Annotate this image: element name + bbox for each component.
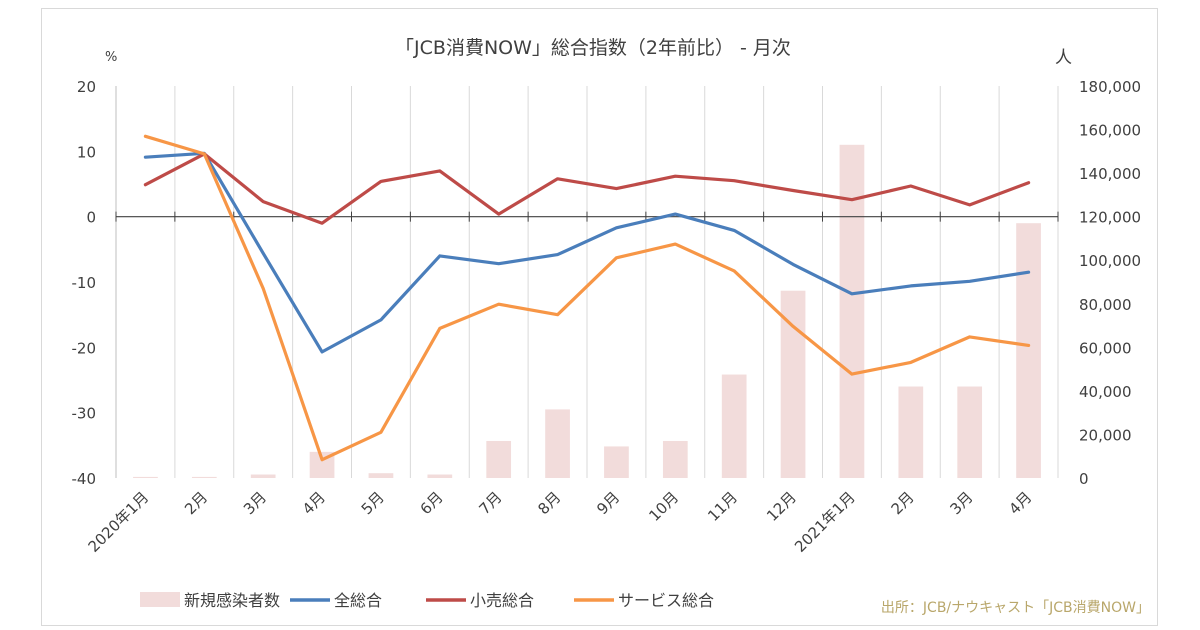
bar-new-cases xyxy=(191,476,217,478)
source-note: 出所：JCB/ナウキャスト「JCB消費NOW」 xyxy=(881,600,1150,616)
bar-new-cases xyxy=(721,374,747,478)
right-axis-unit: 人 xyxy=(1055,48,1072,68)
x-axis-tick-label: 5月 xyxy=(358,488,388,518)
bar-new-cases xyxy=(250,474,276,478)
x-axis-tick-label: 10月 xyxy=(645,488,682,525)
right-axis-tick-label: 100,000 xyxy=(1079,252,1141,270)
legend-label: 小売総合 xyxy=(470,591,534,610)
series-line-サービス総合 xyxy=(143,134,1031,462)
series-line-全総合 xyxy=(143,151,1031,354)
x-axis-tick-label: 2月 xyxy=(888,488,918,518)
bar-new-cases xyxy=(486,440,512,478)
x-axis-tick-label: 3月 xyxy=(240,488,270,518)
left-axis-tick-label: 0 xyxy=(86,209,96,227)
bar-new-cases xyxy=(898,386,924,478)
x-axis-tick-label: 2021年1月 xyxy=(791,488,859,556)
left-axis-tick-label: 20 xyxy=(77,78,96,96)
left-axis-tick-label: -30 xyxy=(72,405,97,423)
legend-swatch xyxy=(140,592,180,607)
x-axis-tick-label: 7月 xyxy=(475,488,505,518)
x-axis-tick-label: 6月 xyxy=(417,488,447,518)
x-axis-tick-label: 11月 xyxy=(704,488,741,525)
right-axis-tick-label: 40,000 xyxy=(1079,383,1132,401)
x-axis-tick-label: 2020年1月 xyxy=(85,488,153,556)
x-axis-tick-label: 9月 xyxy=(593,488,623,518)
bar-new-cases xyxy=(957,386,983,478)
right-axis-tick-label: 0 xyxy=(1079,470,1089,488)
x-axis-tick-label: 3月 xyxy=(946,488,976,518)
right-axis-tick-label: 20,000 xyxy=(1079,426,1132,444)
x-axis-tick-label: 4月 xyxy=(299,488,329,518)
legend-label: 新規感染者数 xyxy=(184,591,280,610)
bar-new-cases xyxy=(545,409,570,478)
left-axis-tick-label: -10 xyxy=(72,274,97,292)
right-axis-tick-label: 180,000 xyxy=(1079,78,1141,96)
legend-label: サービス総合 xyxy=(618,591,714,610)
bar-new-cases xyxy=(427,474,453,478)
x-axis-tick-label: 2月 xyxy=(181,488,211,518)
bar-new-cases xyxy=(1016,223,1041,478)
chart-title: 「JCB消費NOW」総合指数（2年前比） - 月次 xyxy=(395,37,791,59)
bar-new-cases xyxy=(780,290,806,478)
x-axis-tick-label: 12月 xyxy=(763,488,800,525)
chart-frame xyxy=(41,8,1158,626)
right-axis-tick-label: 120,000 xyxy=(1079,209,1141,227)
right-axis-tick-label: 160,000 xyxy=(1079,122,1141,140)
bar-new-cases xyxy=(839,144,865,479)
bar-new-cases xyxy=(133,476,158,478)
left-axis-tick-label: -20 xyxy=(72,339,97,357)
right-axis-tick-label: 80,000 xyxy=(1079,296,1132,314)
right-axis-tick-label: 140,000 xyxy=(1079,165,1141,183)
legend-label: 全総合 xyxy=(334,591,382,610)
series-line-小売総合 xyxy=(143,152,1031,225)
bar-new-cases xyxy=(368,473,394,478)
left-axis-tick-label: 10 xyxy=(77,143,96,161)
right-axis-tick-label: 60,000 xyxy=(1079,339,1132,357)
left-axis-tick-label: -40 xyxy=(72,470,97,488)
left-axis-unit: % xyxy=(105,50,117,65)
x-axis-tick-label: 8月 xyxy=(534,488,564,518)
bar-new-cases xyxy=(662,440,688,478)
bar-new-cases xyxy=(604,446,629,478)
x-axis-tick-label: 4月 xyxy=(1005,488,1035,518)
